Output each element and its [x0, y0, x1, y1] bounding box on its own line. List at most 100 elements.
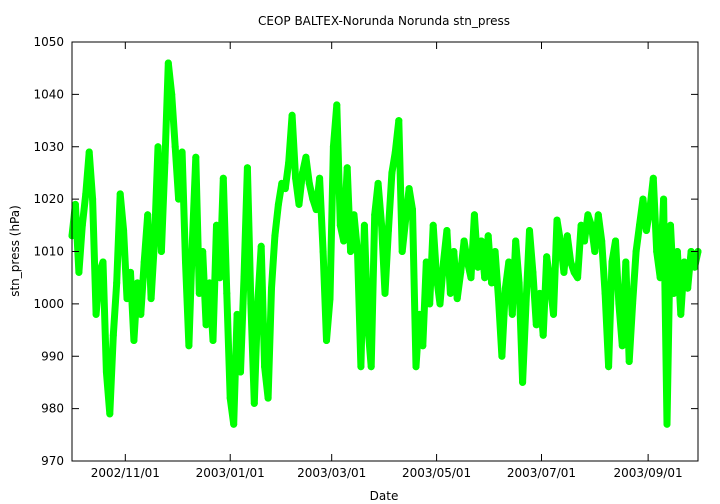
data-point [329, 143, 337, 151]
data-point [360, 221, 368, 229]
data-point [539, 331, 547, 339]
data-point [144, 211, 152, 219]
data-point [667, 221, 674, 229]
data-point [92, 310, 100, 318]
data-point [584, 211, 592, 219]
data-point [550, 310, 557, 318]
data-point [642, 227, 650, 234]
data-point [567, 258, 575, 266]
data-point [312, 206, 320, 214]
data-point [532, 321, 540, 329]
series-layer [68, 59, 702, 428]
chart-title: CEOP BALTEX-Norunda Norunda stn_press [258, 14, 510, 28]
data-point [691, 263, 699, 271]
data-point [543, 253, 551, 261]
data-point [254, 300, 262, 308]
data-point [106, 410, 114, 418]
data-point [347, 248, 355, 255]
data-point [182, 258, 189, 266]
data-point [529, 268, 537, 276]
data-point [636, 221, 643, 229]
data-point [140, 258, 148, 266]
data-point [605, 363, 613, 371]
data-point [512, 237, 520, 245]
data-point [656, 274, 664, 282]
data-point [261, 363, 269, 371]
data-point [395, 117, 403, 125]
data-point [192, 153, 200, 161]
data-point [680, 258, 688, 266]
data-point [199, 248, 207, 255]
data-point [625, 358, 633, 365]
data-point [247, 300, 255, 308]
y-tick-label: 1010 [33, 245, 64, 259]
data-point [175, 195, 183, 203]
data-point [536, 289, 544, 297]
data-point [164, 59, 172, 67]
data-point [213, 221, 220, 229]
data-point [670, 289, 678, 297]
data-point [281, 185, 289, 193]
x-tick-label: 2003/03/01 [297, 466, 366, 480]
data-point [560, 268, 568, 276]
data-point [299, 169, 306, 177]
data-point [78, 221, 86, 229]
data-point [388, 169, 396, 177]
data-point [639, 195, 647, 203]
data-point [257, 242, 265, 250]
data-point [491, 248, 499, 255]
data-point [82, 190, 90, 198]
data-point [446, 289, 454, 297]
data-point [230, 420, 238, 428]
data-point [436, 300, 444, 308]
data-point [470, 211, 478, 219]
data-point [292, 174, 300, 182]
data-point [422, 258, 430, 266]
data-point [223, 289, 231, 297]
data-point [608, 258, 616, 266]
y-tick-label: 1000 [33, 297, 64, 311]
data-point [268, 284, 275, 292]
data-point [495, 295, 502, 303]
data-point [326, 295, 334, 303]
x-tick-label: 2002/11/01 [91, 466, 160, 480]
data-point [522, 300, 530, 308]
data-point [237, 368, 244, 376]
y-tick-label: 1050 [33, 35, 64, 49]
data-point [323, 337, 330, 344]
data-point [371, 211, 379, 219]
data-point [467, 274, 475, 282]
y-tick-label: 980 [41, 402, 64, 416]
data-point [271, 232, 279, 240]
data-point [443, 227, 451, 234]
data-point [526, 227, 533, 234]
y-axis: 970 980 990 1000 1010 1020 1030 1040 1050 [33, 35, 698, 468]
data-point [178, 148, 186, 156]
data-point [109, 331, 117, 339]
data-point [519, 378, 527, 386]
data-point [457, 268, 465, 276]
data-point [336, 221, 344, 229]
data-point [405, 185, 413, 193]
y-axis-label: stn_press (hPa) [8, 205, 22, 297]
data-point [601, 289, 609, 297]
data-point [151, 237, 158, 245]
data-point [587, 221, 595, 229]
data-point [649, 174, 657, 182]
data-point [309, 195, 317, 203]
data-point [594, 211, 602, 219]
data-point [240, 274, 248, 282]
data-point [364, 321, 372, 329]
data-point [378, 221, 386, 229]
data-point [391, 148, 399, 156]
data-point [354, 248, 361, 255]
data-point [250, 399, 258, 407]
data-point [409, 206, 416, 214]
data-point [343, 164, 351, 172]
data-point [646, 206, 654, 214]
x-tick-label: 2003/07/01 [507, 466, 576, 480]
data-point [402, 216, 410, 224]
data-point [274, 200, 282, 208]
data-point [333, 101, 341, 109]
data-point [563, 232, 571, 240]
